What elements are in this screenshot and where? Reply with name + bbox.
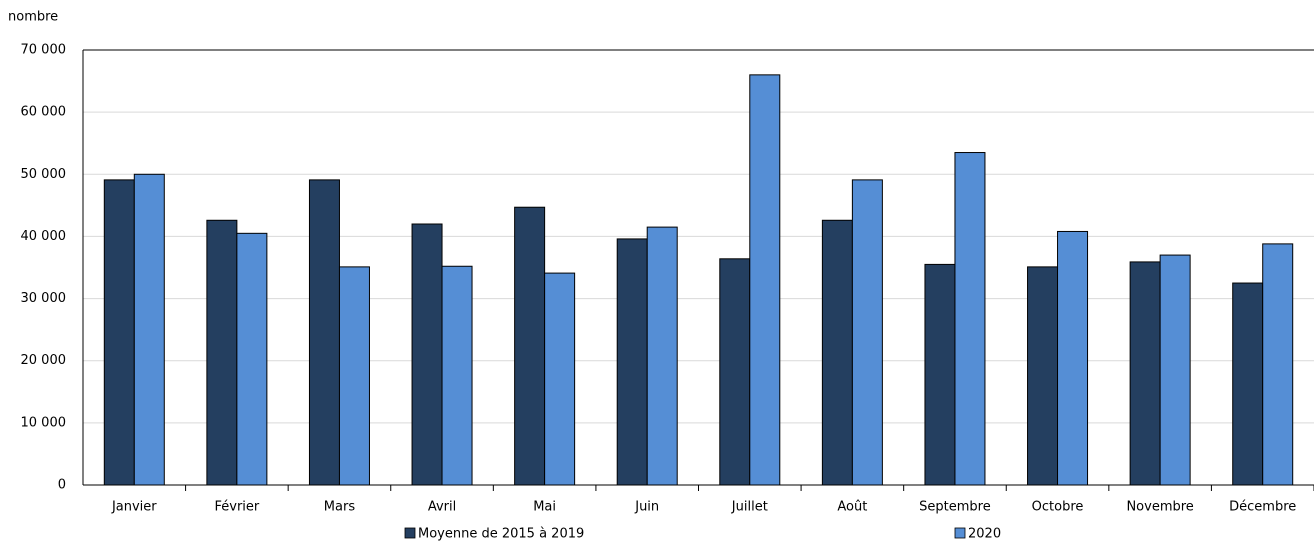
x-tick-label: Avril bbox=[428, 500, 456, 515]
x-tick-label: Février bbox=[214, 500, 259, 515]
bar bbox=[338, 266, 370, 486]
bar bbox=[206, 219, 238, 486]
legend-swatch bbox=[404, 527, 416, 539]
bar bbox=[851, 179, 883, 486]
y-tick-label: 10 000 bbox=[21, 415, 67, 430]
x-tick-label: Septembre bbox=[919, 500, 991, 515]
bar bbox=[1129, 261, 1161, 486]
y-tick-label: 30 000 bbox=[21, 291, 67, 306]
x-tick-label: Octobre bbox=[1032, 500, 1084, 515]
bar bbox=[924, 263, 956, 486]
bar bbox=[954, 152, 986, 486]
x-tick-label: Décembre bbox=[1229, 500, 1296, 515]
x-tick-label: Juillet bbox=[731, 500, 768, 515]
y-tick-label: 20 000 bbox=[21, 353, 67, 368]
legend-swatch bbox=[954, 527, 966, 539]
bar bbox=[236, 232, 268, 486]
bar bbox=[544, 272, 576, 486]
x-tick-label: Août bbox=[837, 500, 867, 515]
bar bbox=[441, 265, 473, 486]
x-tick-label: Mai bbox=[533, 500, 556, 515]
y-tick-label: 50 000 bbox=[21, 167, 67, 182]
bar bbox=[308, 179, 340, 486]
bar bbox=[514, 206, 546, 486]
y-tick-label: 60 000 bbox=[21, 105, 67, 120]
bar bbox=[133, 173, 165, 486]
bar bbox=[1159, 254, 1191, 486]
y-tick-label: 0 bbox=[58, 478, 66, 493]
y-tick-label: 70 000 bbox=[21, 43, 67, 58]
bar bbox=[1232, 282, 1264, 486]
y-tick-label: 40 000 bbox=[21, 229, 67, 244]
bar bbox=[646, 226, 678, 486]
bar bbox=[1057, 230, 1089, 486]
y-axis-title: nombre bbox=[8, 10, 58, 25]
x-tick-label: Novembre bbox=[1126, 500, 1193, 515]
legend-label: Moyenne de 2015 à 2019 bbox=[418, 527, 584, 541]
bar bbox=[411, 223, 443, 486]
x-tick-label: Janvier bbox=[111, 500, 157, 515]
x-tick-label: Mars bbox=[324, 500, 356, 515]
bar bbox=[103, 179, 135, 486]
bar bbox=[719, 258, 751, 486]
x-tick-label: Juin bbox=[634, 500, 659, 515]
bar bbox=[1027, 266, 1059, 486]
legend-label: 2020 bbox=[968, 527, 1001, 541]
bar bbox=[616, 238, 648, 486]
bar bbox=[1262, 243, 1294, 486]
bar bbox=[821, 219, 853, 486]
bar bbox=[749, 74, 781, 486]
